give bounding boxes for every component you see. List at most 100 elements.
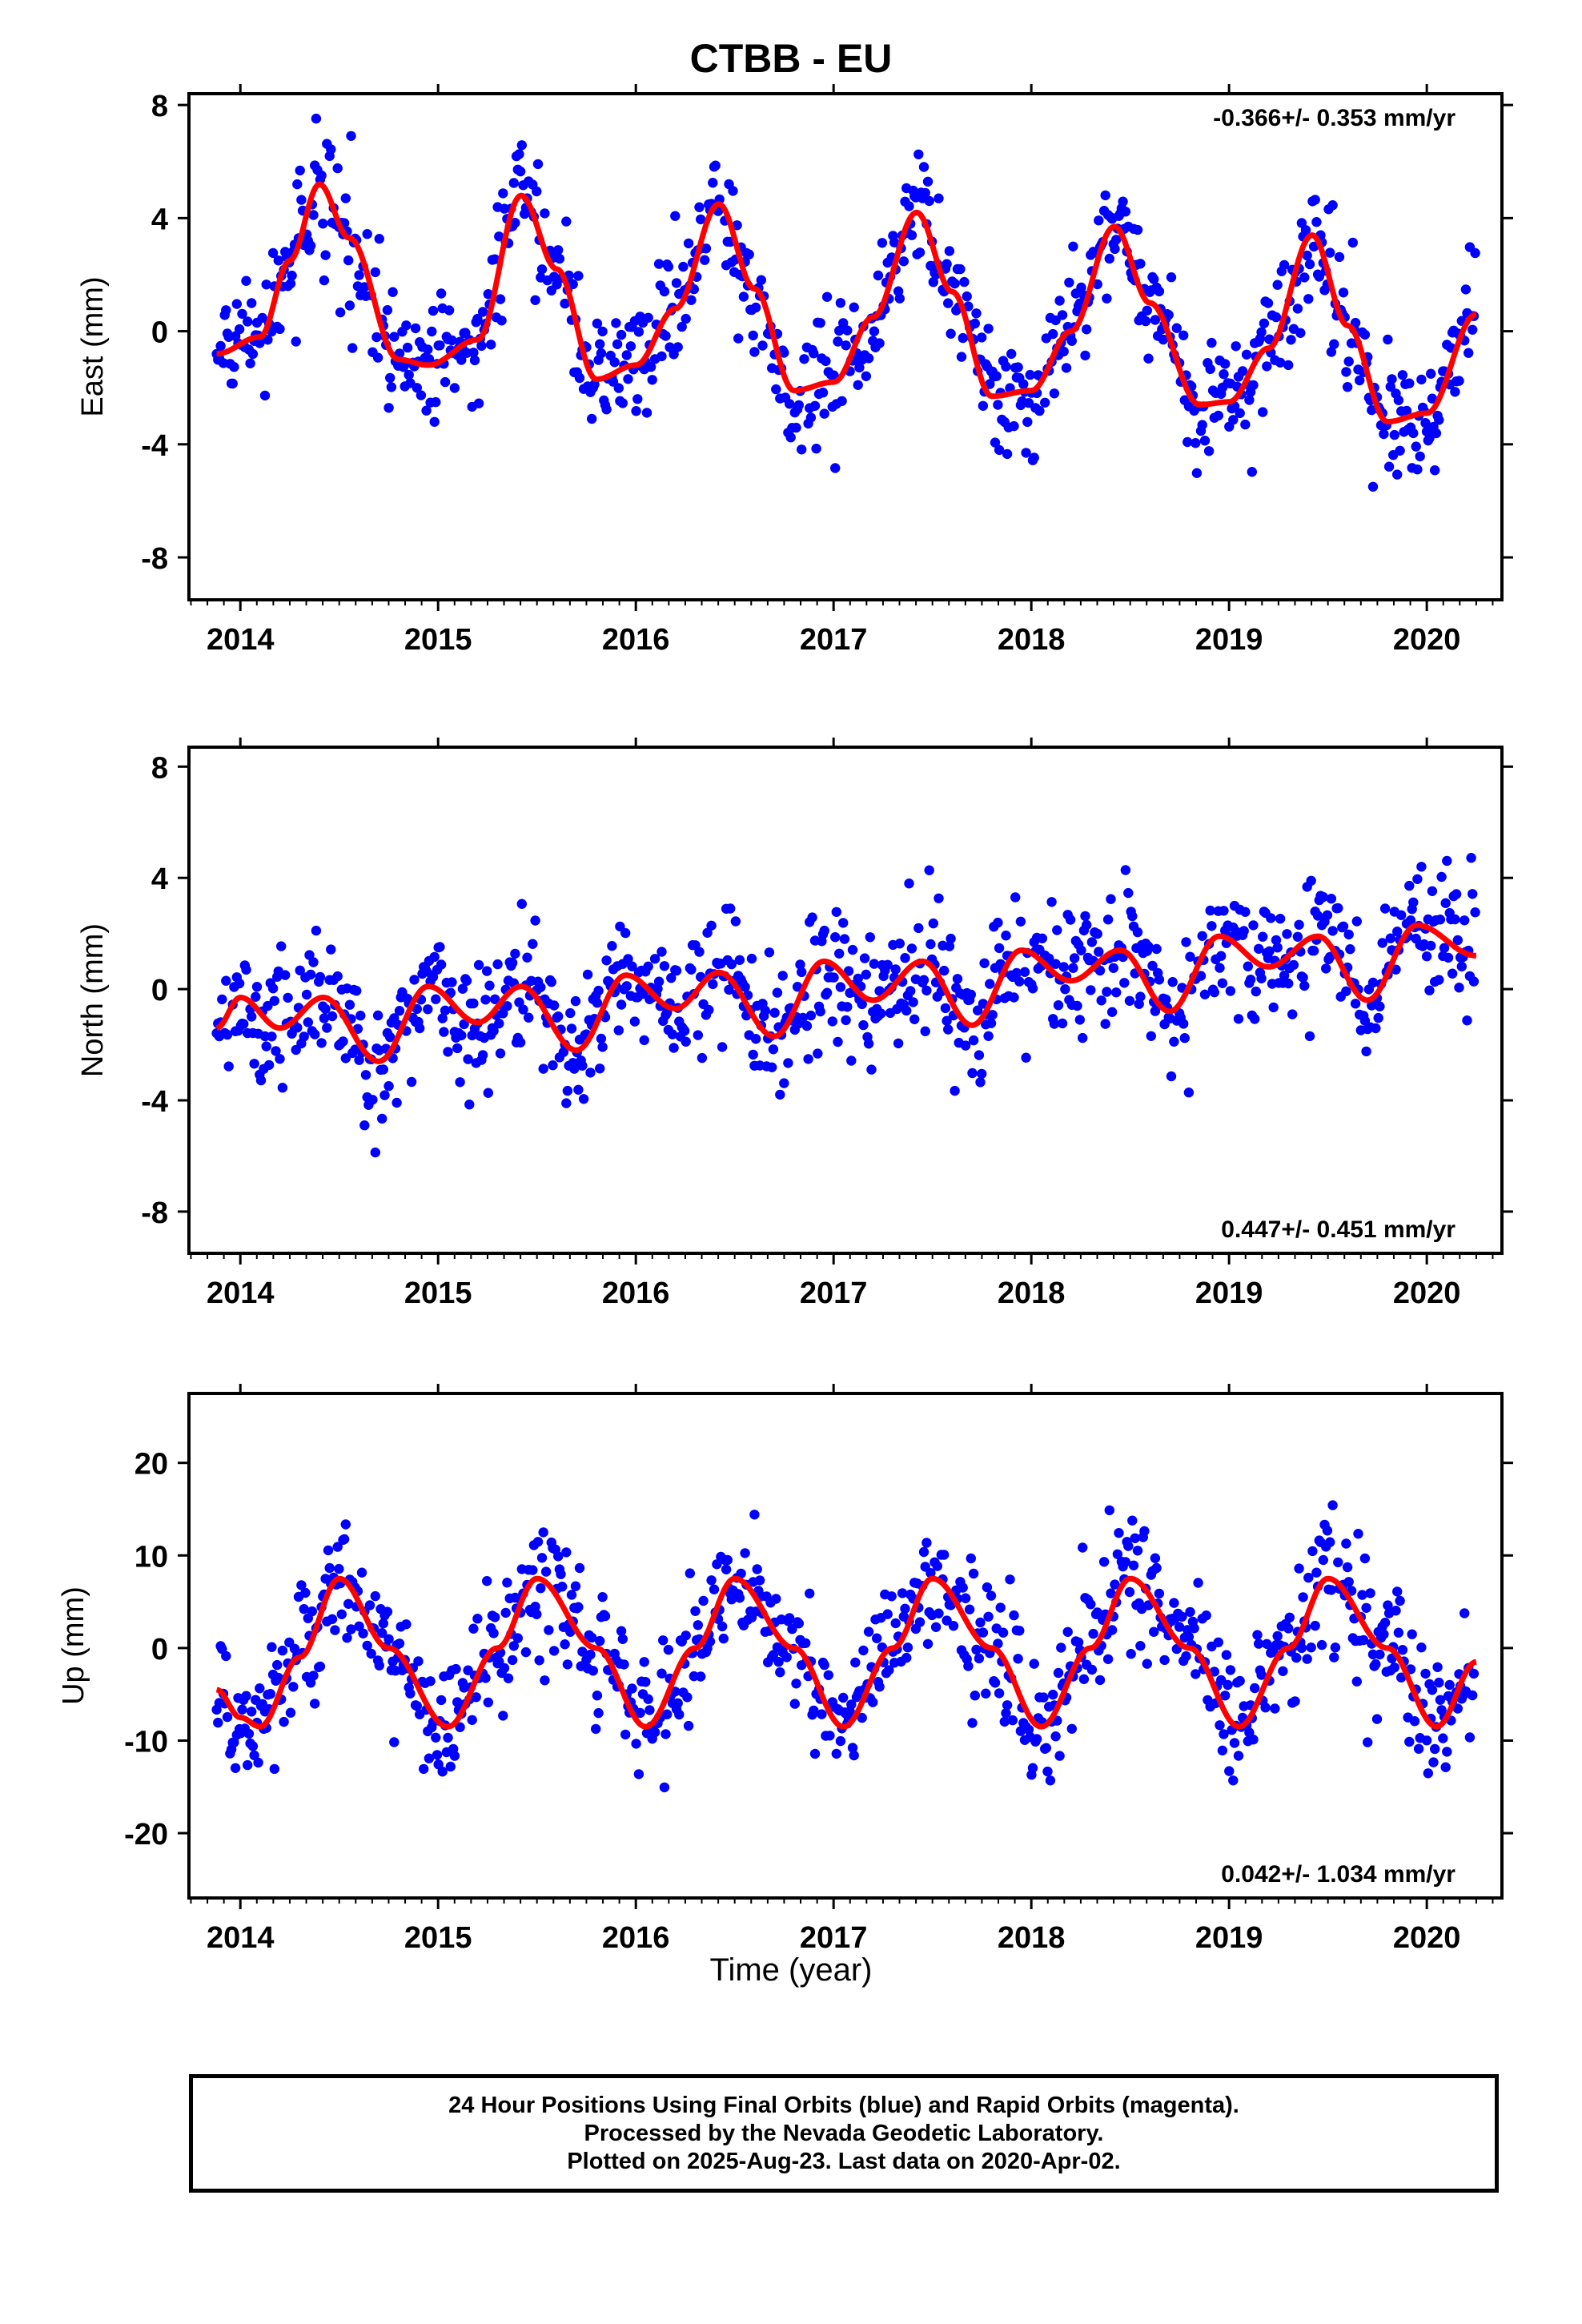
data-point bbox=[1258, 407, 1268, 417]
data-point bbox=[809, 1748, 821, 1759]
data-point bbox=[1454, 983, 1464, 993]
data-point bbox=[1001, 931, 1011, 941]
data-point bbox=[1329, 339, 1339, 349]
data-point bbox=[709, 1584, 720, 1594]
data-point bbox=[857, 999, 867, 1010]
data-point bbox=[1408, 897, 1419, 908]
data-point bbox=[813, 1048, 823, 1059]
data-point bbox=[898, 256, 909, 267]
data-point bbox=[1310, 1620, 1320, 1631]
data-point bbox=[1082, 919, 1092, 931]
data-point bbox=[779, 1078, 789, 1088]
data-point bbox=[574, 1562, 585, 1574]
data-point bbox=[696, 214, 706, 225]
data-point bbox=[829, 972, 839, 983]
data-point bbox=[1310, 195, 1320, 205]
data-point bbox=[356, 1567, 367, 1578]
y-tick-label: 8 bbox=[151, 90, 168, 123]
data-point bbox=[1350, 999, 1361, 1009]
data-point bbox=[920, 187, 930, 199]
data-point bbox=[1318, 891, 1329, 903]
plot-area bbox=[211, 853, 1480, 1158]
data-point bbox=[553, 245, 564, 255]
data-point bbox=[1303, 294, 1314, 304]
data-point bbox=[452, 1697, 463, 1707]
data-point bbox=[1225, 1665, 1236, 1675]
data-point bbox=[1379, 1618, 1391, 1628]
data-point bbox=[1108, 963, 1119, 974]
data-point bbox=[738, 292, 749, 302]
data-point bbox=[974, 1653, 985, 1664]
data-point bbox=[706, 920, 717, 931]
data-point bbox=[1298, 972, 1308, 983]
data-point bbox=[621, 981, 632, 991]
data-point bbox=[1031, 1734, 1042, 1744]
data-point bbox=[1007, 1715, 1018, 1726]
x-tick-label: 2020 bbox=[1393, 1921, 1461, 1955]
data-point bbox=[1430, 465, 1440, 476]
data-point bbox=[1342, 1562, 1353, 1573]
data-point bbox=[241, 275, 251, 286]
data-point bbox=[339, 1534, 350, 1545]
data-point bbox=[623, 374, 633, 384]
data-point bbox=[1151, 943, 1162, 955]
data-point bbox=[1120, 865, 1131, 875]
data-point bbox=[1154, 975, 1165, 985]
data-point bbox=[994, 943, 1005, 954]
data-point bbox=[1401, 405, 1412, 416]
data-point bbox=[811, 444, 821, 454]
data-point bbox=[787, 1624, 797, 1634]
data-point bbox=[834, 325, 845, 336]
data-point bbox=[257, 1699, 267, 1709]
data-point bbox=[821, 356, 831, 367]
data-point bbox=[561, 1547, 572, 1558]
data-point bbox=[1375, 1001, 1385, 1011]
data-point bbox=[391, 1097, 402, 1108]
data-point bbox=[1006, 348, 1017, 360]
data-point bbox=[1224, 1766, 1235, 1776]
data-point bbox=[1325, 1537, 1335, 1547]
data-point bbox=[1120, 207, 1131, 217]
data-point bbox=[769, 1007, 780, 1018]
data-point bbox=[319, 1013, 330, 1023]
data-point bbox=[1424, 985, 1435, 995]
data-point bbox=[902, 1642, 913, 1653]
data-point bbox=[1367, 481, 1379, 492]
data-point bbox=[1404, 880, 1415, 891]
data-point bbox=[1462, 1015, 1472, 1026]
data-point bbox=[456, 1030, 467, 1041]
data-point bbox=[383, 1081, 394, 1092]
data-point bbox=[1416, 1642, 1427, 1653]
data-point bbox=[791, 1679, 801, 1689]
data-point bbox=[754, 1575, 765, 1586]
data-point bbox=[1326, 894, 1337, 904]
rate-annotation: -0.366+/- 0.353 mm/yr bbox=[1213, 105, 1456, 131]
data-point bbox=[449, 1751, 460, 1761]
data-point bbox=[398, 362, 409, 372]
data-point bbox=[295, 165, 305, 176]
data-point bbox=[893, 1038, 904, 1049]
data-point bbox=[1219, 1729, 1229, 1739]
data-point bbox=[966, 1553, 977, 1564]
data-point bbox=[1432, 1662, 1443, 1672]
data-point bbox=[647, 375, 657, 385]
data-point bbox=[1307, 1546, 1318, 1557]
data-point bbox=[565, 1007, 576, 1019]
data-point bbox=[1195, 971, 1207, 981]
data-point bbox=[1027, 1763, 1038, 1773]
data-point bbox=[267, 247, 279, 259]
data-point bbox=[1106, 1625, 1118, 1635]
data-point bbox=[538, 1063, 548, 1074]
data-point bbox=[656, 351, 667, 362]
data-point bbox=[1161, 994, 1171, 1005]
data-point bbox=[382, 1606, 393, 1617]
data-point bbox=[1111, 987, 1122, 998]
plot-area bbox=[211, 113, 1480, 492]
data-point bbox=[767, 1062, 777, 1073]
data-point bbox=[1247, 467, 1258, 477]
data-point bbox=[1470, 907, 1480, 918]
data-point bbox=[389, 332, 400, 342]
data-point bbox=[1124, 995, 1135, 1007]
rate-annotation: 0.042+/- 1.034 mm/yr bbox=[1221, 1861, 1456, 1888]
data-point bbox=[1327, 200, 1338, 211]
